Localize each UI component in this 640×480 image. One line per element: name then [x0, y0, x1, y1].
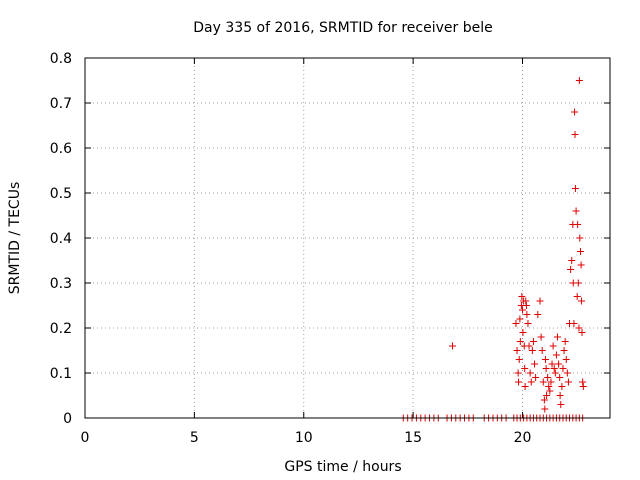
data-point — [514, 369, 522, 377]
data-point — [542, 365, 550, 372]
x-tick-label: 0 — [81, 430, 90, 446]
data-point — [558, 383, 566, 390]
data-point — [557, 401, 565, 408]
y-tick-label: 0.5 — [50, 186, 72, 202]
data-point — [548, 360, 556, 368]
data-point — [572, 207, 580, 215]
data-point — [549, 342, 557, 350]
y-axis-label: SRMTID / TECUs — [7, 182, 23, 295]
data-point — [579, 383, 587, 390]
data-point — [528, 347, 536, 354]
tick-labels: 0 5 10 15 20 0 0.1 0.2 0.3 0.4 0.5 0.6 0.7 0.8 — [50, 51, 532, 446]
data-point — [567, 266, 575, 273]
data-point — [550, 365, 558, 372]
x-tick-label: 10 — [295, 430, 313, 446]
data-point — [531, 360, 539, 368]
data-point — [573, 293, 581, 300]
data-point — [524, 320, 532, 327]
data-point — [540, 396, 548, 404]
data-point — [578, 297, 586, 305]
data-point — [563, 369, 571, 377]
data-point — [544, 374, 552, 381]
data-point — [515, 378, 523, 386]
data-point — [571, 108, 579, 116]
data-point — [576, 248, 584, 255]
data-point — [579, 378, 587, 386]
data-point — [519, 329, 527, 336]
data-point — [525, 342, 533, 350]
data-point — [551, 369, 559, 377]
data-point — [574, 221, 582, 228]
data-point — [449, 342, 456, 350]
y-tick-label: 0.4 — [50, 231, 72, 247]
data-point — [570, 320, 578, 327]
data-point — [545, 383, 553, 390]
data-point — [552, 351, 560, 359]
data-point — [575, 324, 583, 332]
data-point — [555, 360, 563, 368]
data-point — [561, 338, 569, 345]
y-tick-label: 0.6 — [50, 141, 72, 157]
data-point — [534, 311, 542, 318]
data-point — [543, 392, 551, 399]
y-tick-label: 0.8 — [50, 51, 72, 67]
x-tick-label: 20 — [514, 430, 532, 446]
y-tick-label: 0.1 — [50, 366, 72, 382]
data-point — [571, 185, 579, 192]
data-point — [515, 356, 523, 363]
data-point — [512, 320, 520, 327]
x-tick-label: 15 — [404, 430, 422, 446]
data-point — [576, 234, 584, 242]
data-point — [519, 306, 526, 314]
data-point — [571, 131, 579, 138]
data-point — [578, 329, 586, 336]
data-point — [541, 356, 549, 363]
data-point — [532, 374, 540, 381]
data-point — [539, 378, 547, 386]
data-point — [518, 293, 526, 300]
data-point — [522, 302, 530, 309]
y-tick-label: 0.3 — [50, 276, 72, 292]
data-point — [554, 333, 561, 341]
chart-title: Day 335 of 2016, SRMTID for receiver bel… — [193, 20, 492, 36]
data-point — [577, 261, 585, 269]
data-point — [564, 378, 572, 386]
x-tick-label: 5 — [190, 430, 199, 446]
data-point — [513, 347, 521, 354]
data-point — [516, 338, 524, 345]
data-point — [516, 315, 524, 323]
data-point — [521, 383, 529, 390]
data-point — [560, 347, 568, 354]
data-point — [536, 297, 544, 305]
y-tick-label: 0.7 — [50, 96, 72, 112]
data-point — [568, 257, 576, 264]
data-point — [526, 369, 534, 377]
data-point — [546, 387, 554, 395]
plot-frame — [84, 57, 611, 419]
data-point — [562, 356, 570, 363]
y-tick-label: 0.2 — [50, 321, 72, 337]
data-point — [559, 365, 567, 372]
data-point — [556, 392, 564, 399]
data-point — [575, 77, 583, 84]
data-point — [556, 374, 564, 381]
data-point — [574, 279, 582, 287]
data-point — [541, 405, 549, 413]
data-point — [537, 333, 545, 341]
data-point — [529, 338, 537, 345]
data-point — [538, 347, 546, 354]
data-point — [547, 378, 555, 386]
data-point — [521, 365, 529, 372]
data-point — [523, 311, 531, 318]
data-point — [522, 297, 530, 305]
x-axis-label: GPS time / hours — [284, 459, 401, 475]
data-point — [527, 378, 535, 386]
data-points — [399, 77, 587, 422]
y-tick-label: 0 — [63, 411, 72, 427]
grid-lines — [85, 58, 610, 418]
